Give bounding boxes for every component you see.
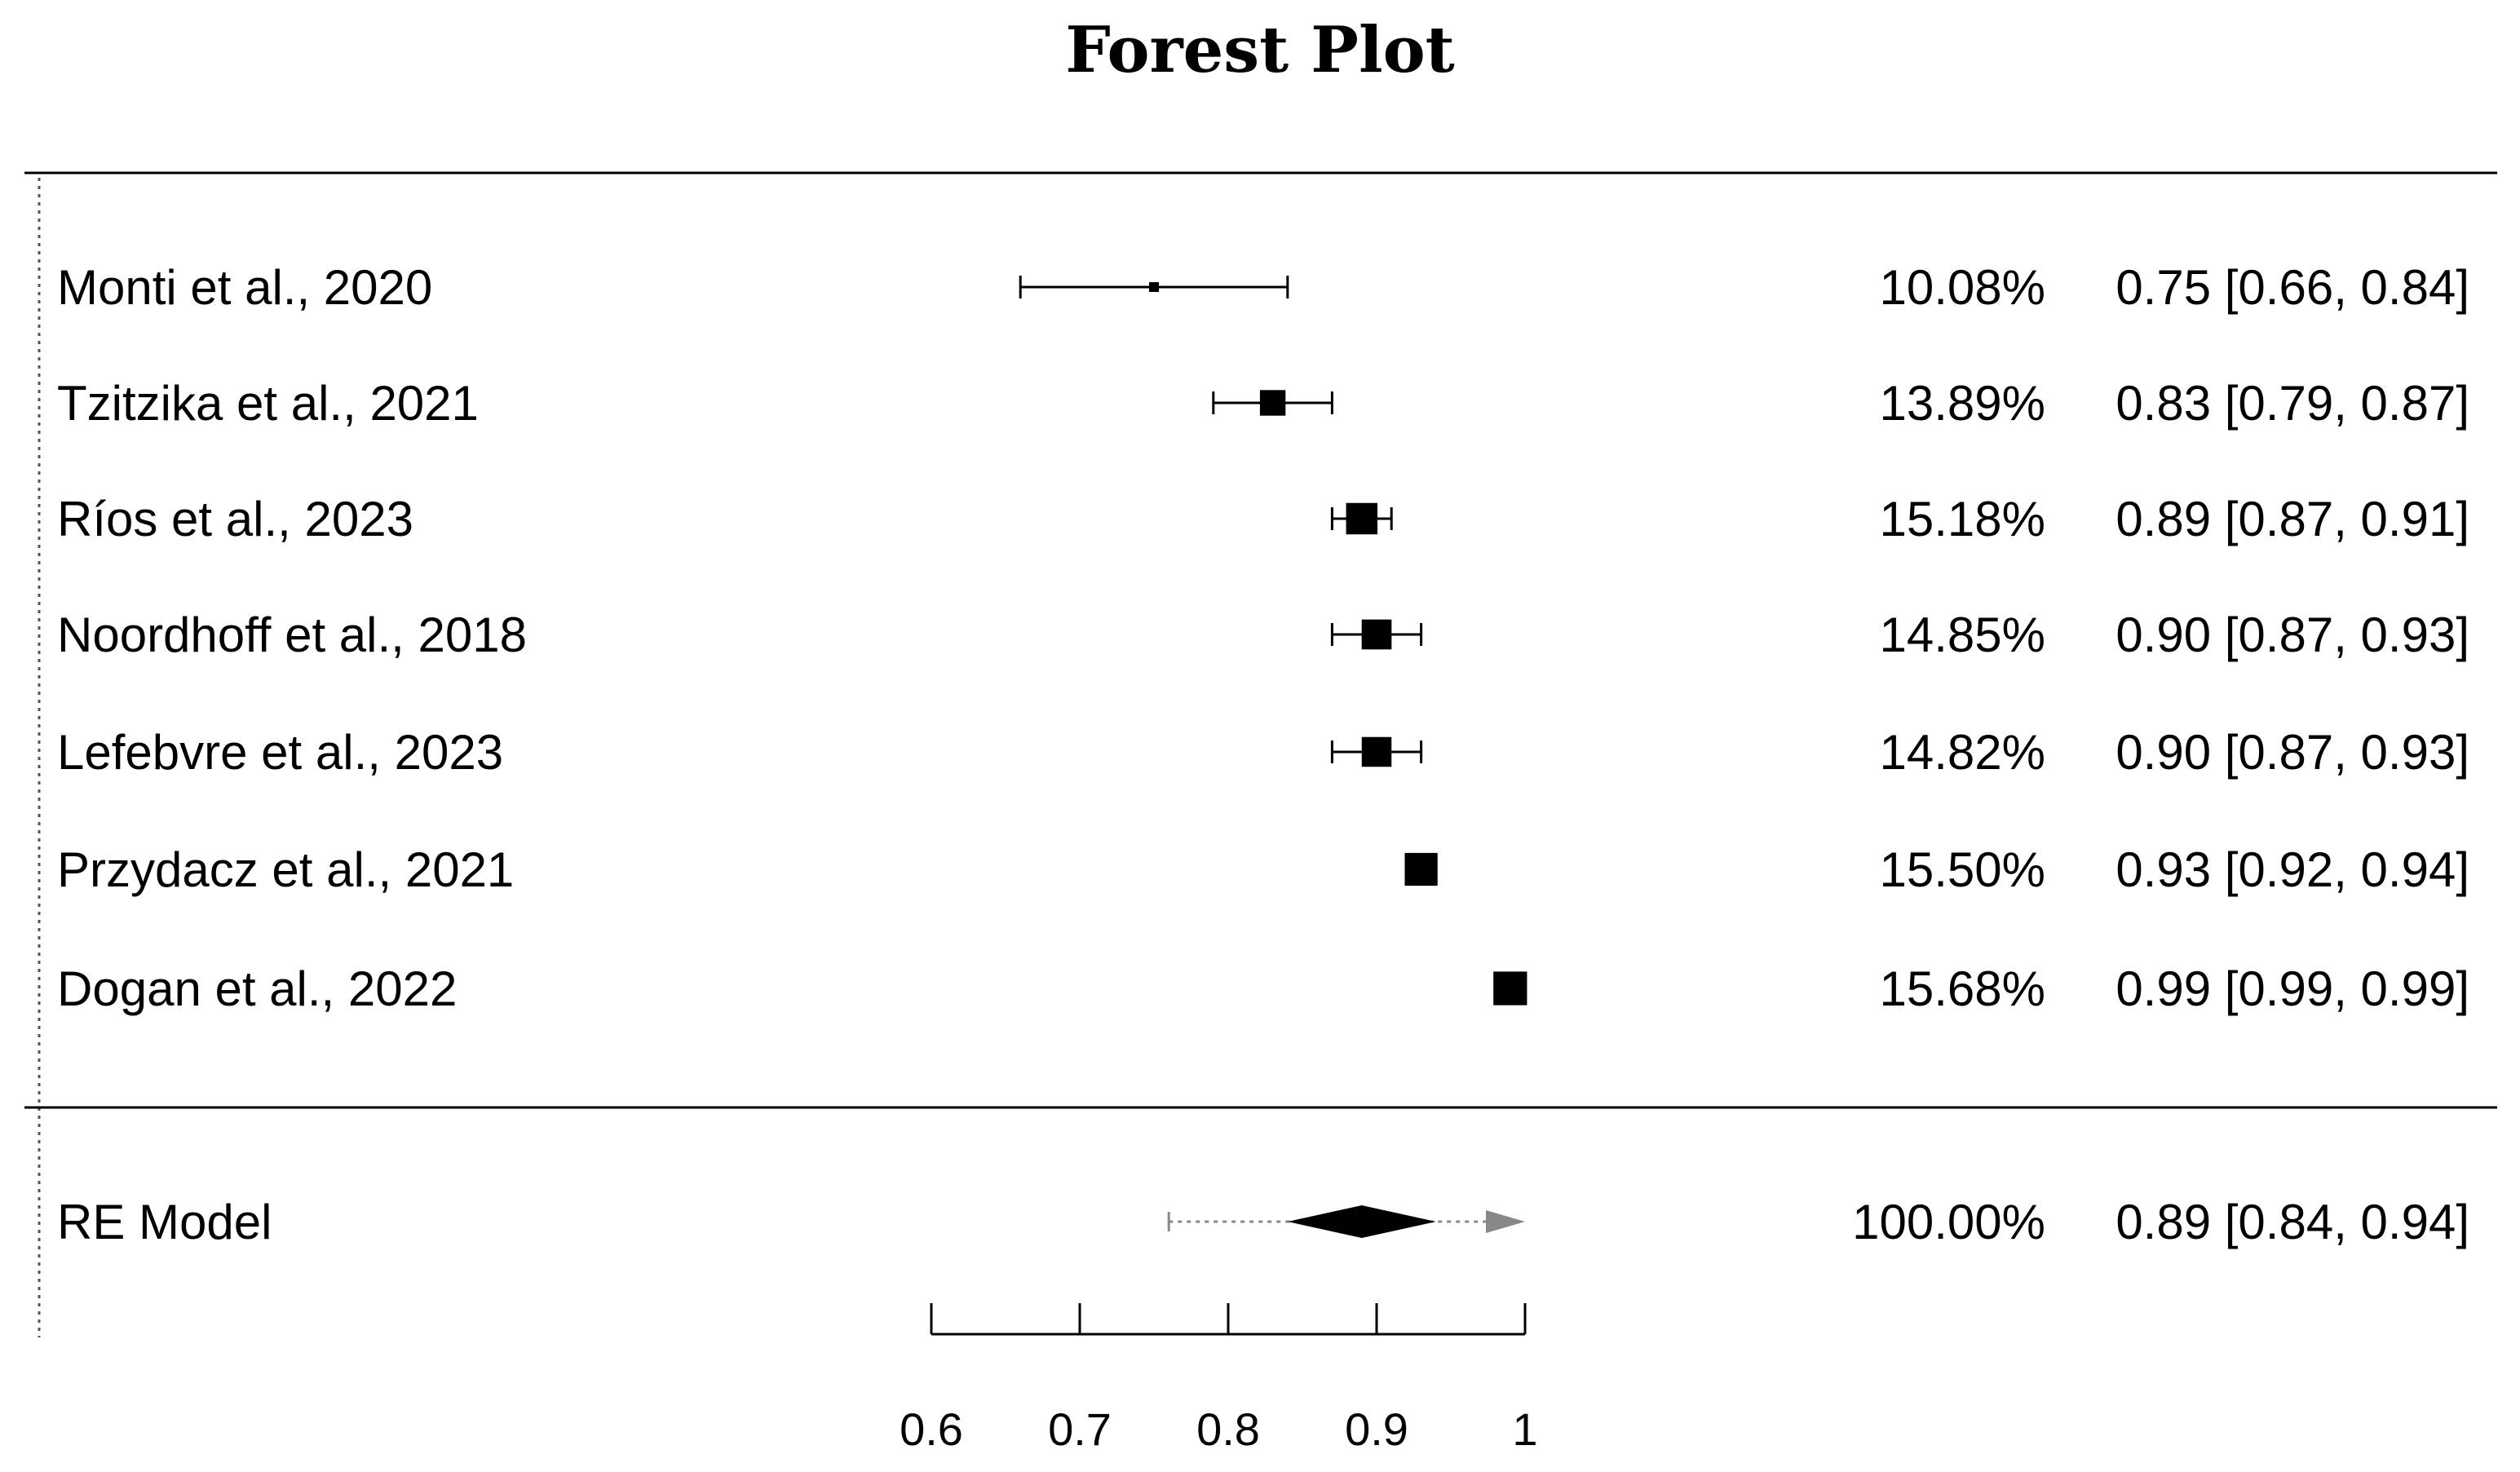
- x-tick-label: 0.8: [1196, 1403, 1260, 1455]
- weight-text: 13.89%: [1880, 376, 2046, 431]
- study-row: Lefebvre et al., 2023 14.82% 0.90 [0.87, 0…: [57, 725, 2469, 780]
- study-label: Noordhoff et al., 2018: [57, 608, 527, 662]
- summary-ci-text: 0.89 [0.84, 0.94]: [2115, 1195, 2469, 1249]
- weight-text: 14.82%: [1880, 725, 2046, 780]
- summary-row: RE Model 100.00% 0.89 [0.84, 0.94]: [57, 1195, 2469, 1249]
- point-estimate-square: [1493, 971, 1527, 1006]
- ci-text: 0.93 [0.92, 0.94]: [2115, 842, 2469, 897]
- point-estimate-square: [1346, 502, 1378, 535]
- study-label: Dogan et al., 2022: [57, 961, 457, 1016]
- ci-text: 0.75 [0.66, 0.84]: [2115, 260, 2469, 315]
- chart-title: Forest Plot: [1065, 13, 1454, 87]
- ci-text: 0.83 [0.79, 0.87]: [2115, 376, 2469, 431]
- x-axis: 0.6 0.7 0.8 0.9 1: [900, 1303, 1538, 1455]
- summary-diamond: [1287, 1205, 1436, 1238]
- study-row: Noordhoff et al., 2018 14.85% 0.90 [0.87, …: [57, 608, 2469, 662]
- weight-text: 15.18%: [1880, 492, 2046, 546]
- summary-weight-text: 100.00%: [1852, 1195, 2045, 1249]
- study-label: Tzitzika et al., 2021: [57, 376, 479, 431]
- ci-text: 0.90 [0.87, 0.93]: [2115, 608, 2469, 662]
- point-estimate-square: [1149, 282, 1159, 292]
- study-row: Ríos et al., 2023 15.18% 0.89 [0.87, 0.91]: [57, 492, 2469, 546]
- weight-text: 10.08%: [1880, 260, 2046, 315]
- point-estimate-square: [1361, 619, 1392, 650]
- weight-text: 15.68%: [1880, 961, 2046, 1016]
- study-label: Monti et al., 2020: [57, 260, 432, 315]
- ci-text: 0.89 [0.87, 0.91]: [2115, 492, 2469, 546]
- ci-text: 0.99 [0.99, 0.99]: [2115, 961, 2469, 1016]
- x-tick-label: 1: [1512, 1403, 1537, 1455]
- point-estimate-square: [1259, 390, 1286, 416]
- study-row: Monti et al., 2020 10.08% 0.75 [0.66, 0.84…: [57, 260, 2469, 315]
- x-tick-label: 0.6: [900, 1403, 963, 1455]
- point-estimate-square: [1404, 852, 1438, 886]
- study-label: Przydacz et al., 2021: [57, 842, 514, 897]
- study-rows: Monti et al., 2020 10.08% 0.75 [0.66, 0.84…: [57, 260, 2469, 1016]
- ci-text: 0.90 [0.87, 0.93]: [2115, 725, 2469, 780]
- point-estimate-square: [1361, 736, 1392, 767]
- study-label: Ríos et al., 2023: [57, 492, 413, 546]
- study-label: Lefebvre et al., 2023: [57, 725, 503, 780]
- study-row: Przydacz et al., 2021 15.50% 0.93 [0.92, 0…: [57, 842, 2469, 897]
- prediction-interval-arrow: [1486, 1210, 1525, 1233]
- weight-text: 15.50%: [1880, 842, 2046, 897]
- study-row: Dogan et al., 2022 15.68% 0.99 [0.99, 0.99…: [57, 961, 2469, 1016]
- summary-label: RE Model: [57, 1195, 272, 1249]
- x-tick-label: 0.7: [1048, 1403, 1112, 1455]
- x-tick-label: 0.9: [1345, 1403, 1408, 1455]
- weight-text: 14.85%: [1880, 608, 2046, 662]
- study-row: Tzitzika et al., 2021 13.89% 0.83 [0.79, 0…: [57, 376, 2469, 431]
